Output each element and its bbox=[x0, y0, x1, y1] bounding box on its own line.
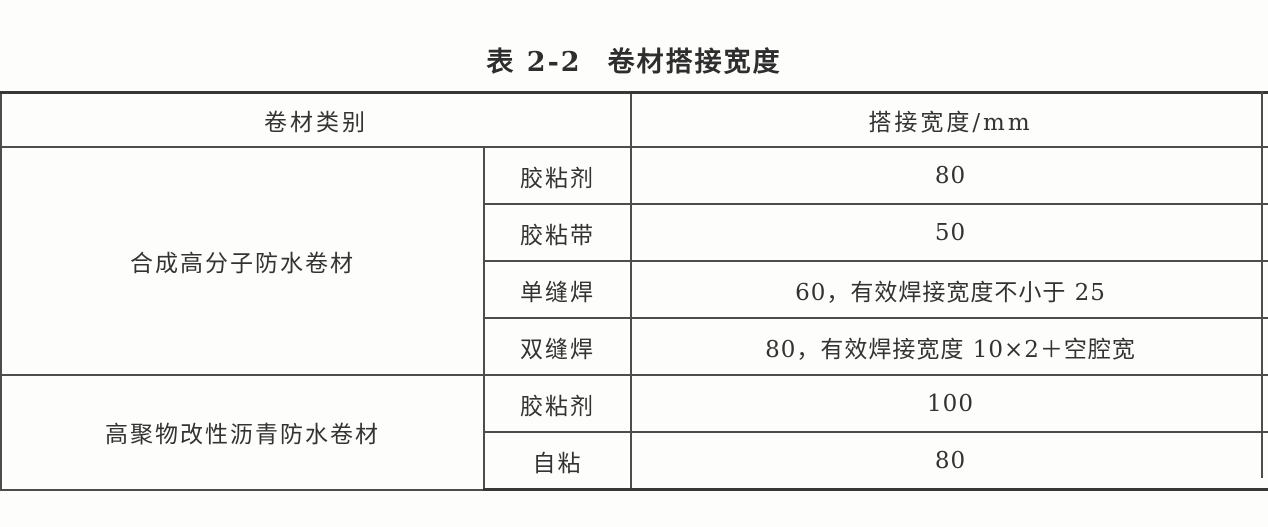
value-cell: 100 bbox=[630, 374, 1268, 433]
method-cell: 双缝焊 bbox=[483, 317, 631, 376]
table-number: 表 2-2 bbox=[486, 47, 582, 78]
value-cell: 50 bbox=[630, 203, 1268, 262]
value-cell: 80 bbox=[630, 146, 1268, 205]
lap-width-table: 卷材类别 搭接宽度/mm 合成高分子防水卷材 胶粘剂 80 胶粘带 50 单缝焊… bbox=[0, 91, 1268, 491]
method-cell: 胶粘带 bbox=[483, 203, 631, 262]
table-name: 卷材搭接宽度 bbox=[607, 47, 782, 78]
category-cell: 高聚物改性沥青防水卷材 bbox=[0, 374, 484, 491]
table-row: 胶粘带 50 bbox=[1, 203, 1268, 262]
method-cell: 胶粘剂 bbox=[483, 374, 631, 433]
table-row: 自粘 80 bbox=[1, 431, 1268, 491]
table-title: 表 2-2 卷材搭接宽度 bbox=[0, 40, 1268, 79]
value-cell: 80，有效焊接宽度 10×2＋空腔宽 bbox=[630, 317, 1268, 376]
method-cell: 单缝焊 bbox=[483, 260, 631, 319]
table-row: 双缝焊 80，有效焊接宽度 10×2＋空腔宽 bbox=[1, 317, 1268, 376]
table-header-row: 卷材类别 搭接宽度/mm bbox=[0, 91, 1268, 148]
value-cell: 60，有效焊接宽度不小于 25 bbox=[630, 260, 1268, 319]
method-cell: 胶粘剂 bbox=[483, 146, 631, 205]
category-cell: 合成高分子防水卷材 bbox=[0, 146, 484, 376]
table-right-border bbox=[1261, 91, 1263, 478]
table-row: 高聚物改性沥青防水卷材 胶粘剂 100 bbox=[0, 374, 1268, 491]
header-category: 卷材类别 bbox=[0, 91, 631, 148]
table-row: 合成高分子防水卷材 胶粘剂 80 bbox=[0, 146, 1268, 376]
method-cell: 自粘 bbox=[483, 431, 631, 491]
value-cell: 80 bbox=[630, 431, 1268, 491]
table-row: 单缝焊 60，有效焊接宽度不小于 25 bbox=[1, 260, 1268, 319]
header-lap-width: 搭接宽度/mm bbox=[630, 91, 1268, 148]
